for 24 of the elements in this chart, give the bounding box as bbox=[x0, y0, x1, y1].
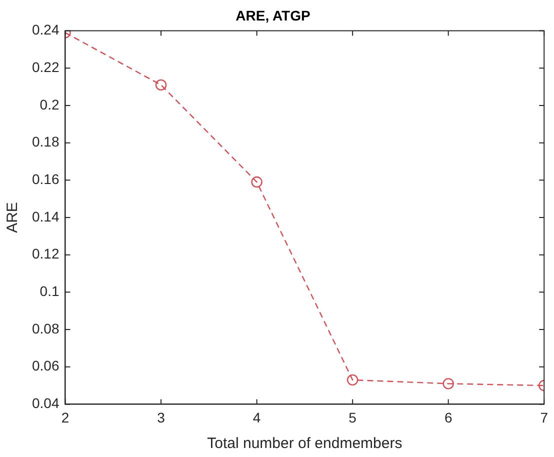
y-tick-label: 0.06 bbox=[32, 358, 60, 374]
chart-title: ARE, ATGP bbox=[236, 7, 310, 24]
y-tick-label: 0.24 bbox=[32, 22, 60, 38]
y-tick-label: 0.08 bbox=[32, 320, 60, 336]
y-tick-label: 0.2 bbox=[40, 96, 60, 112]
point bbox=[251, 176, 262, 188]
point bbox=[346, 374, 358, 386]
y-tick-label: 0.12 bbox=[32, 246, 60, 262]
y-tick-label: 0.16 bbox=[32, 171, 60, 188]
point bbox=[442, 378, 454, 390]
x-axis-title: Total number of endmembers bbox=[207, 435, 402, 452]
x-tick-label: 2 bbox=[61, 409, 70, 426]
y-tick-label: 0.18 bbox=[32, 134, 60, 150]
y-tick-label: 0.22 bbox=[32, 59, 60, 75]
x-tick-label: 7 bbox=[540, 409, 548, 426]
x-tick-label: 4 bbox=[252, 409, 261, 426]
x-tick-label: 6 bbox=[444, 409, 452, 426]
y-axis-title: ARE bbox=[4, 202, 22, 233]
y-tick-label: 0.04 bbox=[32, 395, 60, 412]
point bbox=[155, 79, 167, 91]
x-tick-label: 5 bbox=[348, 409, 357, 426]
y-tick-label: 0.14 bbox=[32, 208, 60, 224]
y-tick-label: 0.1 bbox=[40, 283, 60, 300]
x-tick-label: 3 bbox=[157, 409, 166, 426]
